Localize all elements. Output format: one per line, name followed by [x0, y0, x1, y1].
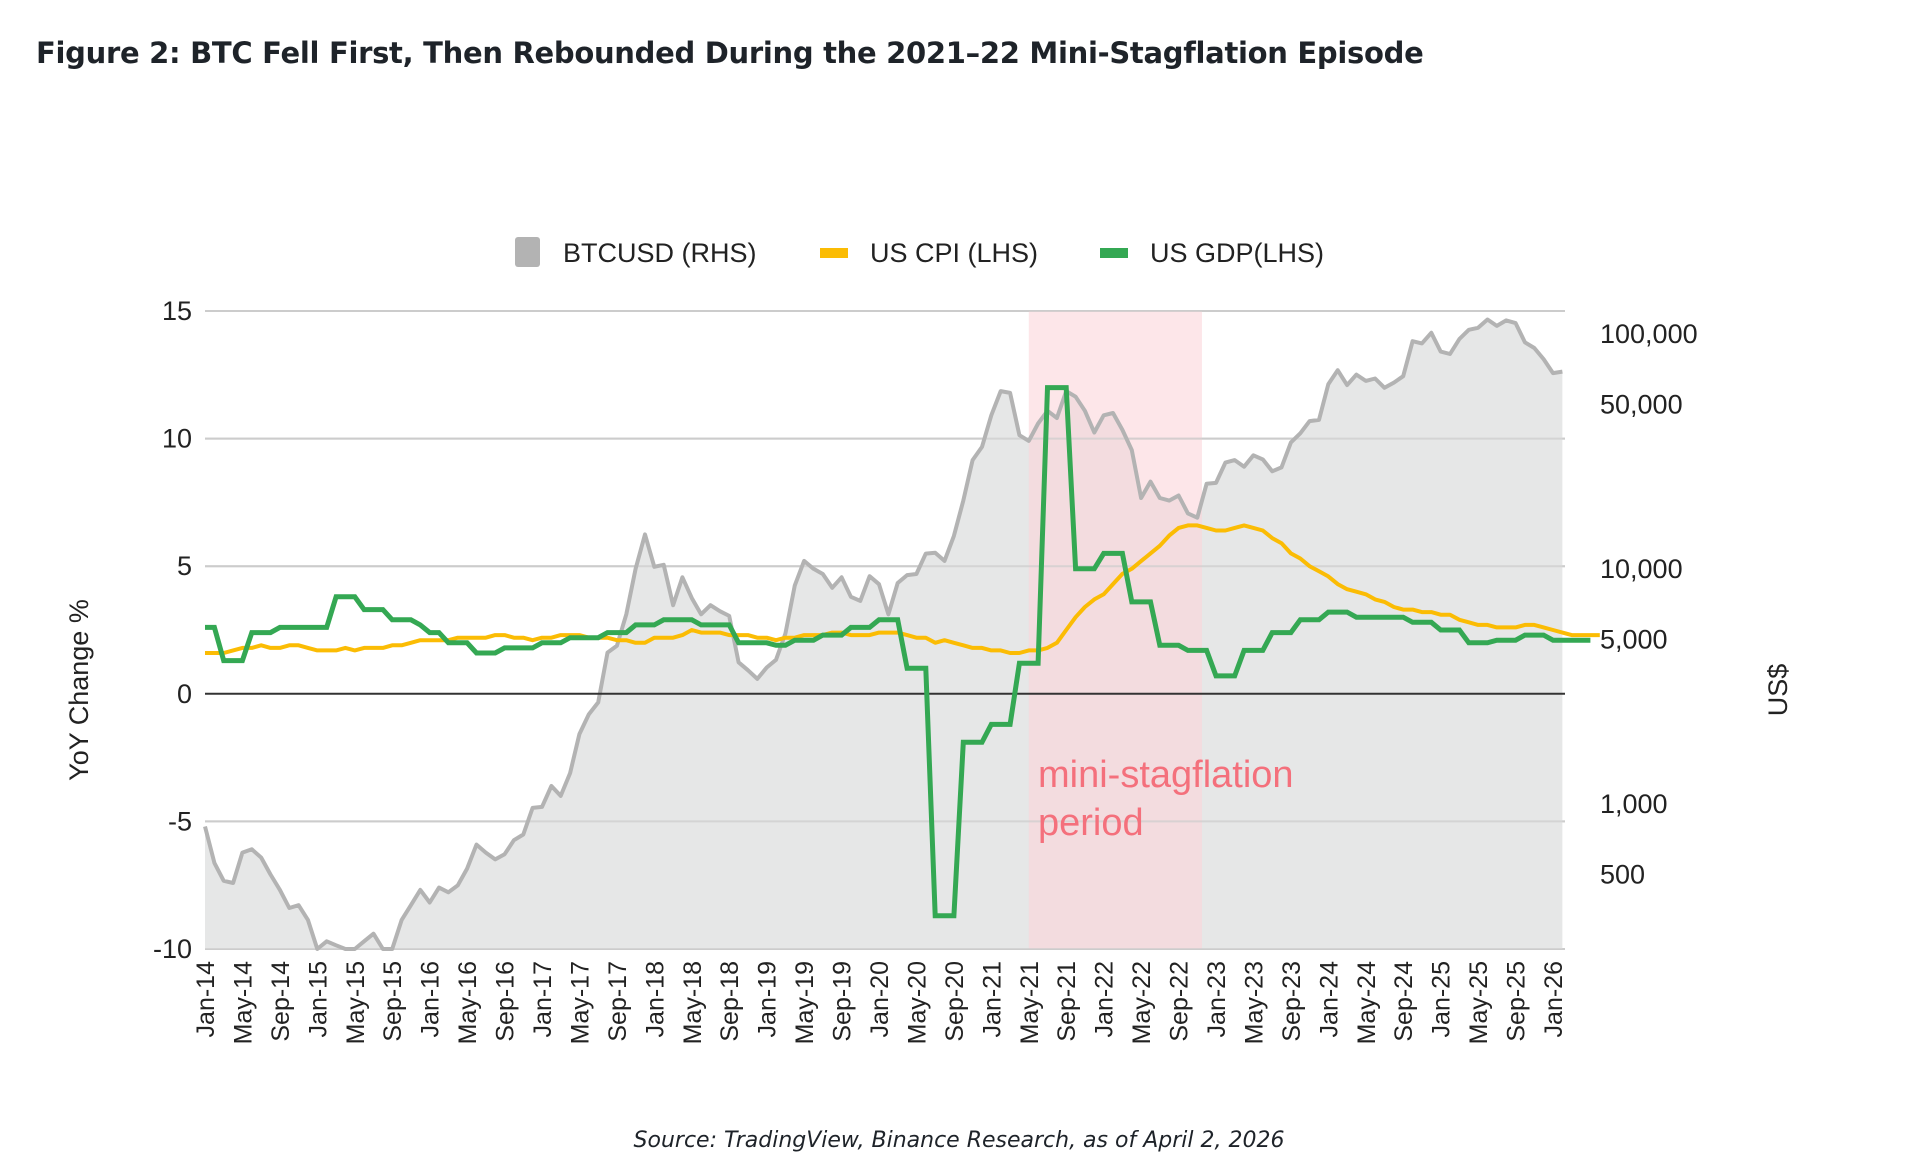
x-tick-label: May-14 — [229, 961, 257, 1044]
y-tick-right: 5,000 — [1600, 625, 1668, 655]
x-tick-label: May-15 — [342, 961, 370, 1044]
x-tick-label: Sep-23 — [1278, 961, 1306, 1042]
chart: BTCUSD (RHS) US CPI (LHS) US GDP(LHS) mi… — [64, 237, 1793, 1044]
x-tick-label: May-25 — [1465, 961, 1493, 1044]
annotation: mini-stagflation period — [1038, 754, 1294, 844]
x-tick-label: May-16 — [454, 961, 482, 1044]
x-axis: Jan-14 May-14 Sep-14 Jan-15 May-15 Sep-15 Jan-… — [192, 961, 1568, 1044]
x-tick-label: May-20 — [903, 961, 931, 1044]
y-axis-right: 100,000 50,000 10,000 5,000 1,000 500 — [1600, 319, 1698, 890]
y-tick-right: 1,000 — [1600, 789, 1668, 819]
btc-line — [203, 317, 1563, 951]
x-tick-label: Sep-24 — [1390, 961, 1418, 1042]
gdp-line — [205, 385, 1591, 919]
x-tick-label: Sep-17 — [604, 961, 632, 1042]
x-tick-label: May-18 — [679, 961, 707, 1044]
y-tick-right: 100,000 — [1600, 319, 1698, 349]
x-tick-label: May-24 — [1353, 961, 1381, 1044]
y-tick-left: 10 — [162, 424, 192, 454]
y-axis-right-title: US$ — [1763, 664, 1793, 717]
x-tick-label: Sep-25 — [1503, 961, 1531, 1042]
x-tick-label: Jan-19 — [754, 961, 782, 1037]
legend-swatch-btcusd — [515, 237, 540, 267]
x-tick-label: Sep-22 — [1166, 961, 1194, 1042]
x-tick-label: Jan-16 — [417, 961, 445, 1037]
legend-label-cpi: US CPI (LHS) — [870, 238, 1038, 268]
annotation-line-2: period — [1038, 802, 1144, 844]
x-tick-label: Sep-21 — [1053, 961, 1081, 1042]
annotation-line-1: mini-stagflation — [1038, 754, 1294, 796]
legend-swatch-cpi — [820, 248, 848, 258]
x-tick-label: May-21 — [1016, 961, 1044, 1044]
y-axis-left-title: YoY Change % — [64, 599, 94, 781]
x-tick-label: Jan-22 — [1091, 961, 1119, 1037]
legend-label-btcusd: BTCUSD (RHS) — [563, 238, 757, 268]
x-tick-label: Jan-26 — [1540, 961, 1568, 1037]
x-tick-label: May-22 — [1128, 961, 1156, 1044]
y-tick-left: 5 — [177, 551, 192, 581]
x-tick-label: Sep-20 — [941, 961, 969, 1042]
legend-swatch-gdp — [1100, 248, 1128, 258]
y-tick-left: 15 — [162, 296, 192, 326]
x-tick-label: Jan-17 — [529, 961, 557, 1037]
x-tick-label: Sep-16 — [492, 961, 520, 1042]
y-tick-left: -5 — [168, 806, 192, 836]
x-tick-label: Jan-21 — [978, 961, 1006, 1037]
x-tick-label: Jan-18 — [641, 961, 669, 1037]
y-tick-right: 500 — [1600, 860, 1645, 890]
x-tick-label: Jan-25 — [1428, 961, 1456, 1037]
y-tick-left: 0 — [177, 679, 192, 709]
x-tick-label: Jan-23 — [1203, 961, 1231, 1037]
legend: BTCUSD (RHS) US CPI (LHS) US GDP(LHS) — [515, 237, 1324, 268]
stagflation-highlight — [1028, 311, 1202, 949]
y-tick-left: -10 — [153, 934, 192, 964]
x-tick-label: Sep-14 — [267, 961, 295, 1042]
x-tick-label: Jan-20 — [866, 961, 894, 1037]
y-axis-left: 15 10 5 0 -5 -10 — [153, 296, 192, 964]
y-tick-right: 10,000 — [1600, 554, 1683, 584]
x-tick-label: Sep-18 — [716, 961, 744, 1042]
legend-label-gdp: US GDP(LHS) — [1150, 238, 1324, 268]
source-note: Source: TradingView, Binance Research, a… — [633, 1128, 1285, 1153]
line-layer — [205, 385, 1600, 919]
x-tick-label: May-17 — [566, 961, 594, 1044]
y-tick-right: 50,000 — [1600, 390, 1683, 420]
x-tick-label: Sep-19 — [829, 961, 857, 1042]
figure-title: Figure 2: BTC Fell First, Then Rebounded… — [36, 36, 1424, 70]
x-tick-label: Jan-24 — [1315, 961, 1343, 1038]
x-tick-label: Jan-14 — [192, 961, 220, 1038]
btc-area-layer — [203, 310, 1565, 951]
x-tick-label: May-23 — [1240, 961, 1268, 1044]
x-tick-label: May-19 — [791, 961, 819, 1044]
x-tick-label: Jan-15 — [304, 961, 332, 1037]
x-tick-label: Sep-15 — [379, 961, 407, 1042]
